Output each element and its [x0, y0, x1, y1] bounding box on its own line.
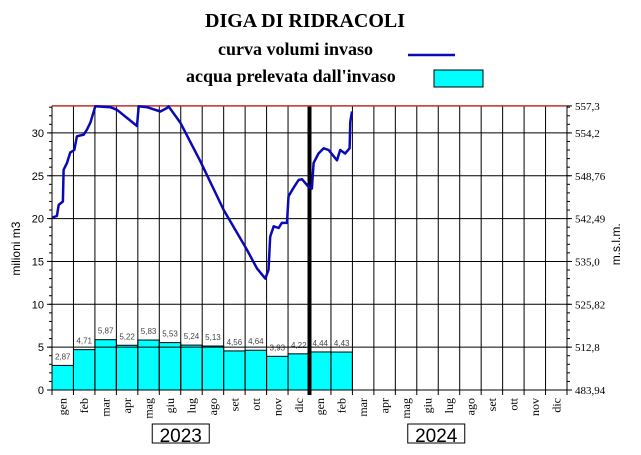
month-label: feb [77, 398, 91, 413]
y-tick-label: 5 [38, 342, 44, 354]
year-label-2023: 2023 [160, 426, 202, 447]
month-label: lug [442, 398, 456, 413]
month-label: dic [549, 398, 563, 413]
month-label: nov [270, 398, 284, 416]
month-label: set [485, 397, 499, 411]
month-label: ago [463, 398, 477, 415]
y2-tick-label: 557,3 [575, 101, 600, 113]
bar-label: 5,22 [119, 332, 135, 341]
bar [266, 355, 289, 391]
bar [158, 342, 182, 391]
month-label: ago [206, 398, 220, 415]
month-label: gen [56, 398, 70, 415]
y-axis-label: milioni m3 [9, 221, 23, 275]
y2-tick-label: 483,94 [575, 385, 606, 397]
bar [287, 353, 310, 391]
y2-axis-label: m.s.l.m. [609, 223, 623, 265]
bar [330, 351, 353, 391]
month-label: set [227, 397, 241, 411]
month-label: gen [313, 398, 327, 415]
bar [180, 344, 203, 391]
bar [309, 351, 332, 391]
bar [72, 349, 96, 391]
bar-label: 5,13 [205, 333, 221, 342]
year-box [151, 423, 210, 444]
month-label: feb [335, 398, 349, 413]
y-tick-label: 30 [32, 128, 44, 140]
bar-label: 5,87 [98, 327, 114, 336]
bar-label: 5,53 [162, 330, 178, 339]
y2-tick-label: 548,76 [575, 171, 606, 183]
bar [244, 349, 268, 391]
month-label: mar [356, 398, 370, 417]
y2-tick-label: 525,82 [575, 299, 605, 311]
y-tick-label: 25 [32, 171, 44, 183]
y2-tick-label: 535,0 [575, 256, 600, 268]
bar [51, 364, 74, 391]
month-label: ott [506, 397, 520, 410]
month-label: mag [399, 398, 413, 419]
legend-bar-label: acqua prelevata dall'invaso [186, 66, 396, 86]
y-tick-label: 0 [38, 385, 44, 397]
month-label: lug [184, 398, 198, 413]
month-label: giu [421, 398, 435, 413]
y-tick-label: 20 [32, 214, 44, 226]
bar [115, 344, 139, 391]
bar-label: 4,64 [248, 337, 264, 346]
bar-label: 4,22 [291, 341, 307, 350]
month-label: nov [528, 398, 542, 416]
bar-label: 5,83 [141, 327, 157, 336]
bar-label: 4,71 [76, 337, 92, 346]
y2-tick-label: 542,49 [575, 214, 606, 226]
bar [201, 345, 225, 391]
year-box [407, 423, 466, 444]
chart-title: DIGA DI RIDRACOLI [205, 10, 406, 32]
bar-label: 3,93 [270, 343, 286, 352]
y-tick-label: 15 [32, 256, 44, 268]
bar-label: 4,43 [334, 339, 350, 348]
month-label: dic [292, 398, 306, 413]
y-tick-label: 10 [32, 299, 44, 311]
month-label: mag [142, 398, 156, 419]
volume-curve [51, 105, 354, 280]
legend-line-label: curva volumi invaso [218, 39, 374, 59]
month-label: giu [163, 398, 177, 413]
bar-label: 4,56 [227, 338, 243, 347]
month-label: mar [99, 398, 113, 417]
bar-label: 4,44 [312, 339, 328, 348]
month-label: ott [249, 397, 263, 410]
bar-label: 2,87 [55, 352, 71, 361]
year-label-2024: 2024 [415, 426, 458, 447]
bar-label: 5,24 [184, 332, 200, 341]
y2-tick-label: 554,2 [575, 128, 600, 140]
y2-tick-label: 512,8 [575, 342, 600, 354]
month-label: apr [120, 398, 134, 413]
bar [223, 350, 246, 391]
month-label: apr [378, 398, 392, 413]
legend-bar-swatch [433, 69, 484, 88]
